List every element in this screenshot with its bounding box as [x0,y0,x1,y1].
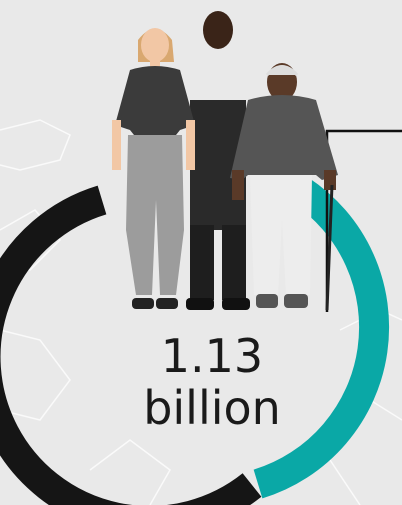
ring-black [0,185,262,505]
figure-value: 1.13 [161,329,263,383]
donut-ring [0,177,390,505]
person-man [186,11,250,310]
person-older-man [230,63,338,311]
figure-unit: billion [143,381,281,435]
person-woman [112,28,195,309]
ring-teal [253,177,390,499]
leader-line [325,129,402,312]
